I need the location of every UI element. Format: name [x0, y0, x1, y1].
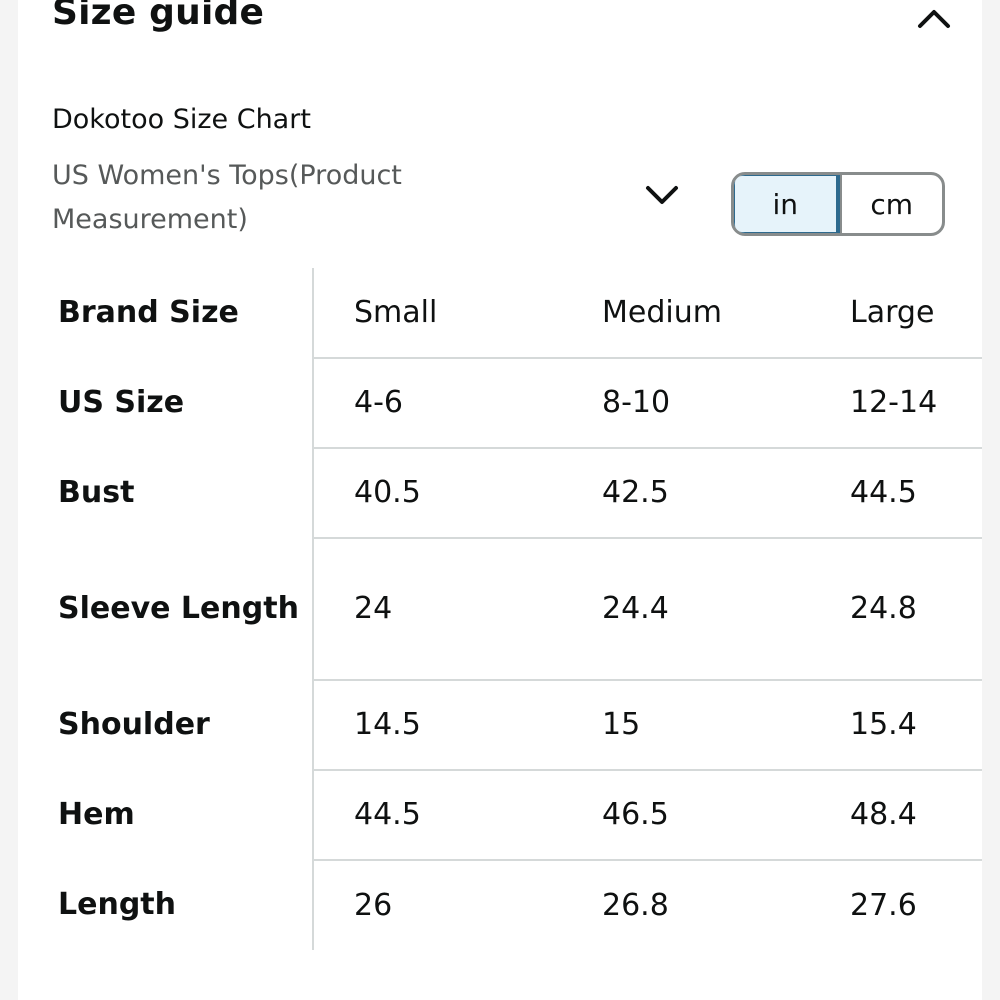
row-label: Shoulder	[38, 680, 314, 770]
unit-option-cm[interactable]: cm	[839, 175, 943, 233]
table-cell: 44.5	[313, 770, 602, 861]
unit-toggle: in cm	[731, 172, 945, 236]
table-row: Sleeve Length 24 24.4 24.8	[38, 538, 982, 681]
row-label: Length	[38, 860, 314, 950]
table-cell: 46.5	[602, 770, 850, 861]
size-chart-category: US Women's Tops(Product Measurement)	[52, 160, 402, 235]
table-cell: 24.8	[850, 538, 982, 681]
table-cell: 24.4	[602, 538, 850, 681]
table-cell: 14.5	[313, 680, 602, 771]
size-guide-panel: Size guide Dokotoo Size Chart US Women's…	[18, 0, 982, 1000]
table-cell: 15.4	[850, 680, 982, 771]
table-cell: 15	[602, 680, 850, 771]
size-guide-title: Size guide	[52, 0, 265, 33]
table-row: Bust 40.5 42.5 44.5	[38, 448, 982, 539]
table-row: Hem 44.5 46.5 48.4	[38, 770, 982, 861]
table-cell: 26.8	[602, 887, 669, 923]
table-cell: 4-6	[313, 358, 602, 449]
table-cell: Medium	[602, 268, 850, 359]
table-cell: 12-14	[850, 358, 982, 449]
size-chart-title: Dokotoo Size Chart	[52, 104, 311, 135]
unit-option-in[interactable]: in	[734, 175, 840, 233]
table-cell: 26	[354, 887, 393, 923]
chevron-down-icon	[646, 186, 678, 204]
table-row: Shoulder 14.5 15 15.4	[38, 680, 982, 771]
size-chart-table: Brand Size Small Medium Large US Size 4-…	[38, 268, 982, 950]
row-label: Hem	[38, 770, 314, 860]
table-cell: Small	[313, 268, 602, 359]
table-cell: 40.5	[313, 448, 602, 539]
table-row: US Size 4-6 8-10 12-14	[38, 358, 982, 449]
row-label: Brand Size	[38, 268, 314, 358]
table-row: Brand Size Small Medium Large	[38, 268, 982, 359]
table-cell: 42.5	[602, 448, 850, 539]
table-cell: 27.6	[850, 887, 917, 923]
table-cell: 24	[313, 538, 602, 681]
chevron-up-icon	[918, 10, 950, 28]
table-cell: 48.4	[850, 770, 982, 861]
collapse-button[interactable]	[914, 0, 954, 34]
table-cell: Large	[850, 268, 982, 359]
row-label: US Size	[38, 358, 314, 448]
row-label: Sleeve Length	[38, 538, 314, 680]
table-row: Length 26 26.8 27.6	[38, 860, 982, 950]
row-label: Bust	[38, 448, 314, 538]
table-cell: 8-10	[602, 358, 850, 449]
category-dropdown-button[interactable]	[638, 174, 686, 218]
table-cell: 44.5	[850, 448, 982, 539]
